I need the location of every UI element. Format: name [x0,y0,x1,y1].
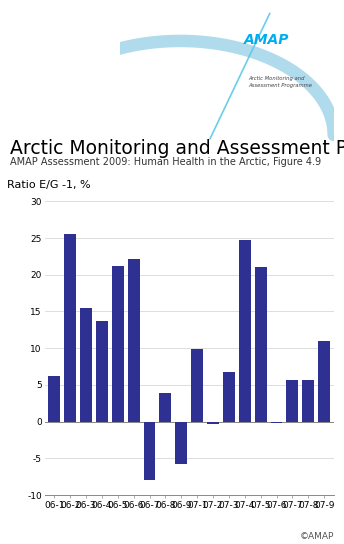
Bar [207,422,219,424]
Text: AMAP: AMAP [244,33,290,47]
Text: Arctic Monitoring and Assessment Programme: Arctic Monitoring and Assessment Program… [10,139,344,158]
Bar [302,380,314,422]
Bar [223,372,235,422]
Text: Arctic Monitoring and
Assessment Programme: Arctic Monitoring and Assessment Program… [248,76,312,88]
Bar [255,267,267,422]
Bar [64,234,76,422]
Bar [175,422,187,464]
Bar [143,422,155,480]
Bar [191,349,203,422]
Bar [96,321,108,422]
Text: ©AMAP: ©AMAP [299,532,334,541]
Text: AMAP Assessment 2009: Human Health in the Arctic, Figure 4.9: AMAP Assessment 2009: Human Health in th… [10,157,321,166]
Bar [112,266,124,422]
Bar [287,380,298,422]
Bar [128,259,140,422]
Bar [48,376,60,422]
Bar [318,341,330,422]
Bar [80,308,92,422]
Bar [159,393,171,422]
Bar [271,422,282,423]
Bar [239,240,251,422]
Text: Ratio E/G -1, %: Ratio E/G -1, % [7,180,91,189]
